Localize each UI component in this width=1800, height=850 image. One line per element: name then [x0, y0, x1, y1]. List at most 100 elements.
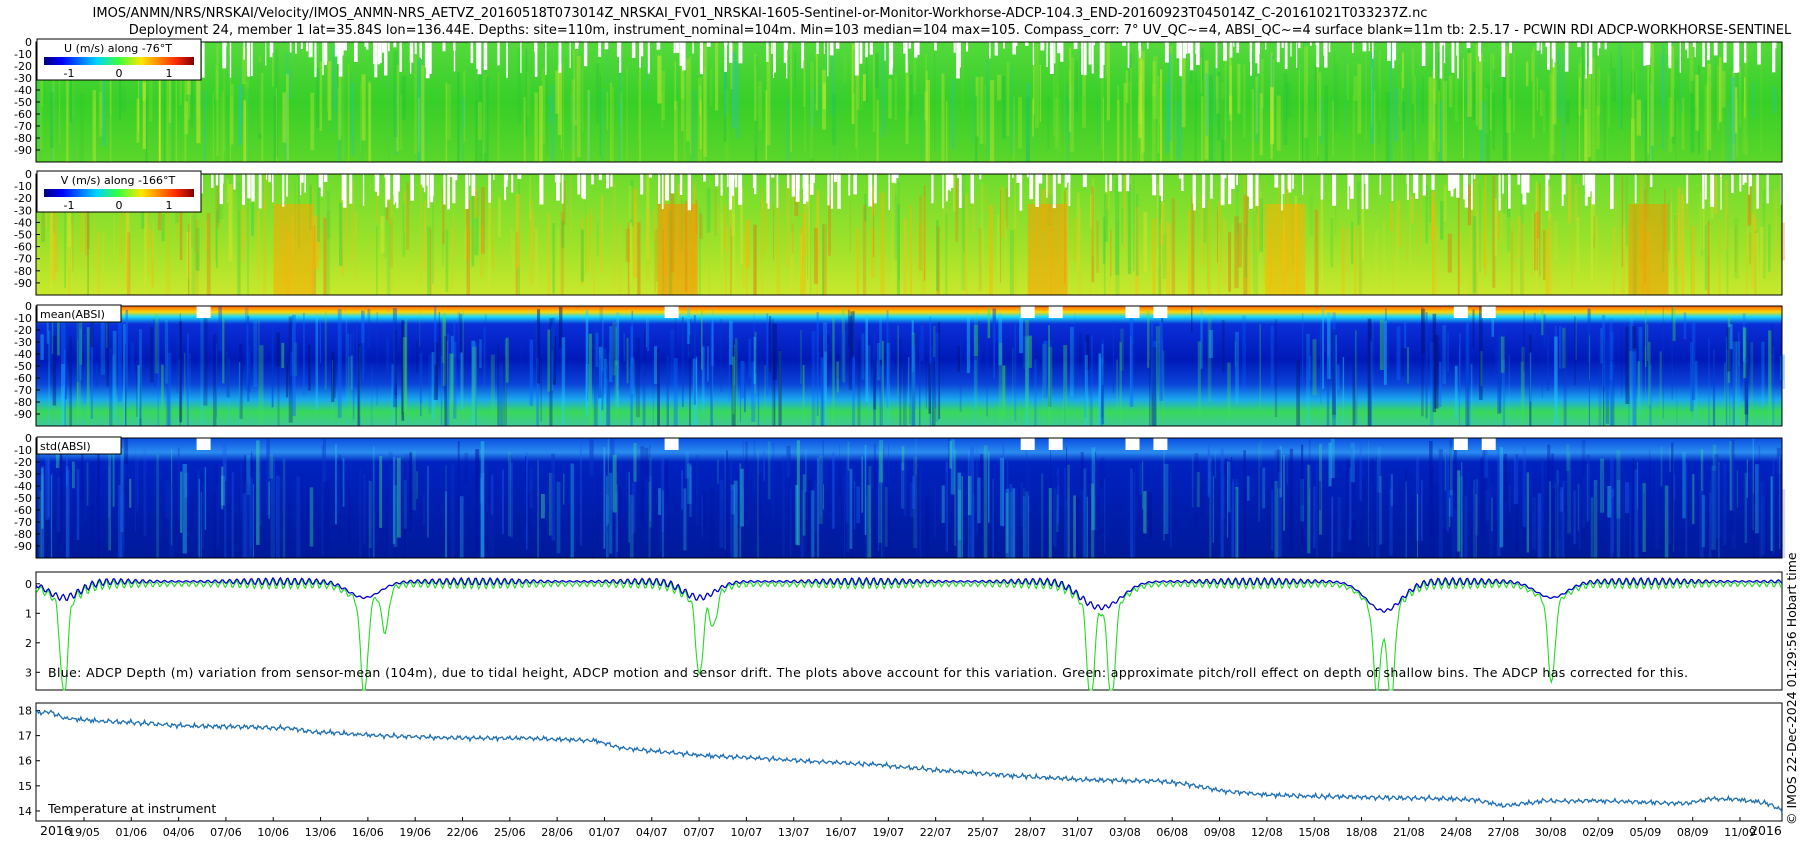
heatmap-blank — [1220, 174, 1225, 206]
heatmap-streak — [462, 306, 464, 425]
heatmap-streak — [1442, 324, 1447, 385]
heatmap-streak — [606, 363, 608, 404]
heatmap-streak — [244, 101, 246, 162]
heatmap-streak — [136, 457, 139, 512]
heatmap-streak — [595, 332, 599, 368]
heatmap-streak — [1671, 88, 1676, 144]
heatmap-streak — [1690, 224, 1692, 293]
heatmap-streak — [1352, 353, 1356, 426]
heatmap-streak — [1289, 448, 1294, 554]
heatmap-streak — [1582, 476, 1586, 528]
heatmap-streak — [731, 347, 736, 426]
heatmap-streak — [1013, 96, 1015, 162]
heatmap-streak — [177, 447, 180, 520]
heatmap-streak — [703, 491, 706, 529]
heatmap-blank — [1733, 42, 1738, 73]
heatmap-blank — [771, 174, 775, 178]
heatmap-blank — [1083, 42, 1087, 76]
heatmap-streak — [1732, 51, 1736, 144]
heatmap-streak — [78, 190, 82, 260]
heatmap-blank — [471, 174, 476, 197]
heatmap-streak — [1153, 56, 1158, 119]
heatmap-streak — [754, 56, 758, 163]
heatmap-streak — [108, 448, 111, 551]
heatmap-streak — [450, 335, 454, 404]
heatmap-streak — [1207, 441, 1210, 496]
heatmap-streak — [1556, 470, 1559, 558]
heatmap-streak — [338, 58, 343, 137]
heatmap-streak — [275, 475, 280, 558]
heatmap-streak — [655, 229, 659, 282]
heatmap-streak — [1077, 208, 1082, 295]
heatmap-streak — [1305, 44, 1308, 102]
heatmap-streak — [1057, 82, 1059, 159]
heatmap-streak — [1175, 87, 1177, 146]
heatmap-streak — [840, 333, 844, 386]
heatmap-streak — [822, 322, 828, 400]
heatmap-streak — [526, 452, 528, 550]
heatmap-streak — [593, 234, 595, 295]
heatmap-streak — [1729, 441, 1733, 511]
heatmap-streak — [342, 208, 345, 279]
heatmap-streak — [212, 93, 214, 162]
heatmap-streak — [879, 345, 881, 426]
heatmap-blank — [953, 42, 956, 53]
heatmap-streak — [820, 464, 823, 516]
heatmap-streak — [646, 56, 649, 92]
copyright-side-label: © IMOS 22-Dec-2024 01:29:56 Hobart time — [1784, 552, 1799, 825]
heatmap-streak — [1025, 491, 1029, 558]
heatmap-streak — [734, 344, 735, 386]
heatmap-streak — [529, 468, 534, 509]
heatmap-streak — [351, 355, 353, 390]
heatmap-streak — [1647, 56, 1649, 154]
heatmap-streak — [138, 55, 140, 132]
heatmap-streak — [1631, 48, 1635, 126]
heatmap-streak — [1242, 315, 1246, 393]
heatmap-streak — [1213, 67, 1216, 162]
heatmap-streak — [818, 455, 823, 525]
heatmap-streak — [980, 454, 984, 553]
heatmap-streak — [1694, 360, 1698, 426]
heatmap-streak — [1079, 333, 1082, 365]
heatmap-streak — [453, 320, 456, 358]
heatmap-streak — [1466, 352, 1471, 426]
heatmap-blank — [1309, 42, 1312, 46]
heatmap-streak — [786, 445, 791, 478]
heatmap-blank — [384, 42, 388, 76]
heatmap-streak — [1761, 341, 1765, 406]
heatmap-streak — [1458, 347, 1460, 426]
heatmap-streak — [638, 78, 639, 140]
heatmap-streak — [1744, 363, 1749, 415]
heatmap-streak — [1612, 226, 1615, 295]
heatmap-streak — [630, 357, 635, 395]
heatmap-blank — [196, 306, 211, 318]
heatmap-streak — [1227, 76, 1229, 121]
heatmap-streak — [828, 195, 831, 256]
heatmap-streak — [1755, 464, 1759, 534]
heatmap-streak — [680, 49, 684, 132]
heatmap-streak — [266, 439, 270, 515]
heatmap-streak — [282, 458, 286, 558]
heatmap-streak — [856, 59, 860, 111]
heatmap-streak — [1603, 339, 1605, 426]
heatmap-streak — [1367, 318, 1372, 426]
heatmap-streak — [1138, 46, 1142, 139]
heatmap-streak — [370, 364, 373, 426]
heatmap-blank — [424, 42, 429, 68]
heatmap-blank — [574, 42, 579, 49]
heatmap-streak — [97, 442, 100, 558]
heatmap-streak — [354, 212, 357, 280]
heatmap-blank — [493, 174, 495, 180]
heatmap-streak — [1472, 309, 1475, 348]
heatmap-streak — [1026, 82, 1030, 162]
heatmap-streak — [1143, 212, 1148, 273]
heatmap-streak — [665, 459, 669, 505]
heatmap-streak — [70, 70, 72, 123]
heatmap-blank — [1159, 174, 1163, 196]
heatmap-streak — [1600, 328, 1603, 364]
heatmap-streak — [116, 307, 120, 374]
heatmap-streak — [1068, 60, 1073, 85]
heatmap-streak — [1692, 322, 1696, 400]
heatmap-blank — [322, 42, 324, 76]
heatmap-streak — [1209, 458, 1212, 558]
